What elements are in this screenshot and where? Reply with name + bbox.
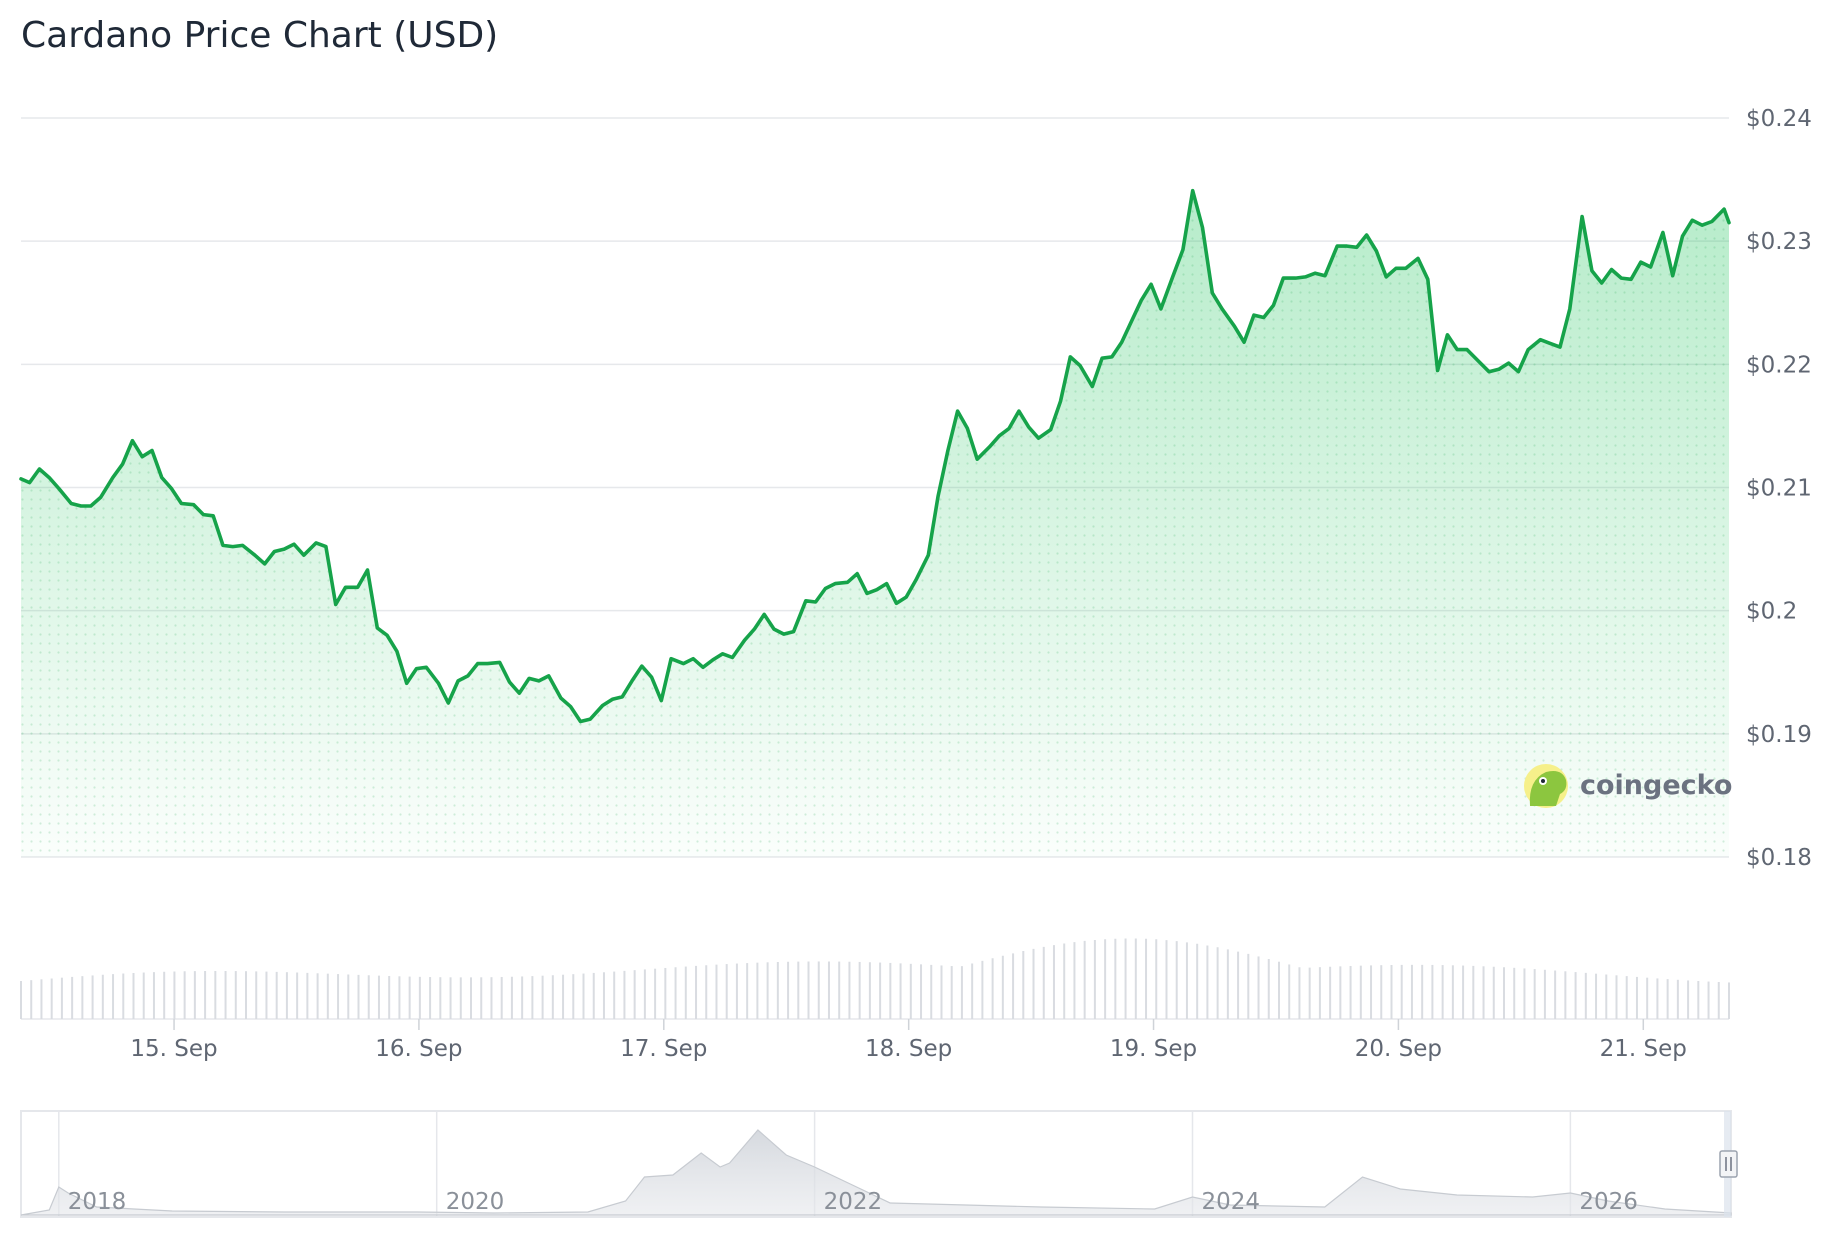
x-tick-label: 16. Sep bbox=[375, 1036, 462, 1062]
y-tick-label: $0.21 bbox=[1746, 476, 1812, 502]
chart-title: Cardano Price Chart (USD) bbox=[21, 15, 498, 56]
x-tick-label: 20. Sep bbox=[1355, 1036, 1442, 1062]
y-tick-label: $0.22 bbox=[1746, 352, 1812, 378]
range-navigator[interactable]: 2018 2020 2022 2024 2026 bbox=[20, 1110, 1738, 1218]
brand-name: coingecko bbox=[1580, 770, 1732, 801]
y-tick-label: $0.18 bbox=[1746, 845, 1812, 871]
volume-bars bbox=[20, 938, 1730, 1020]
y-tick-label: $0.24 bbox=[1746, 106, 1812, 132]
price-area-pattern bbox=[21, 190, 1729, 857]
x-axis: 15. Sep 16. Sep 17. Sep 18. Sep 19. Sep 20. S… bbox=[130, 1019, 1687, 1062]
y-axis: $0.24 $0.23 $0.22 $0.21 $0.2 $0.19 $0.18 bbox=[1746, 106, 1812, 871]
coingecko-watermark: coingecko bbox=[1524, 764, 1732, 808]
x-tick-label: 17. Sep bbox=[620, 1036, 707, 1062]
navigator-tick-label: 2026 bbox=[1579, 1189, 1638, 1215]
price-line[interactable] bbox=[19, 188, 1731, 724]
x-tick-label: 21. Sep bbox=[1600, 1036, 1687, 1062]
x-tick-label: 19. Sep bbox=[1110, 1036, 1197, 1062]
x-tick-label: 15. Sep bbox=[130, 1036, 217, 1062]
y-tick-label: $0.2 bbox=[1746, 599, 1797, 625]
navigator-tick-label: 2024 bbox=[1201, 1189, 1260, 1215]
navigator-tick-label: 2018 bbox=[68, 1189, 127, 1215]
gecko-logo-icon bbox=[1524, 764, 1568, 808]
x-tick-label: 18. Sep bbox=[865, 1036, 952, 1062]
navigator-handle[interactable] bbox=[1719, 1150, 1738, 1178]
navigator-tick-label: 2022 bbox=[824, 1189, 883, 1215]
y-tick-label: $0.19 bbox=[1746, 722, 1812, 748]
navigator-tick-label: 2020 bbox=[446, 1189, 505, 1215]
navigator-area bbox=[20, 1129, 1732, 1216]
navigator-axis: 2018 2020 2022 2024 2026 bbox=[68, 1189, 1638, 1215]
y-tick-label: $0.23 bbox=[1746, 229, 1812, 255]
